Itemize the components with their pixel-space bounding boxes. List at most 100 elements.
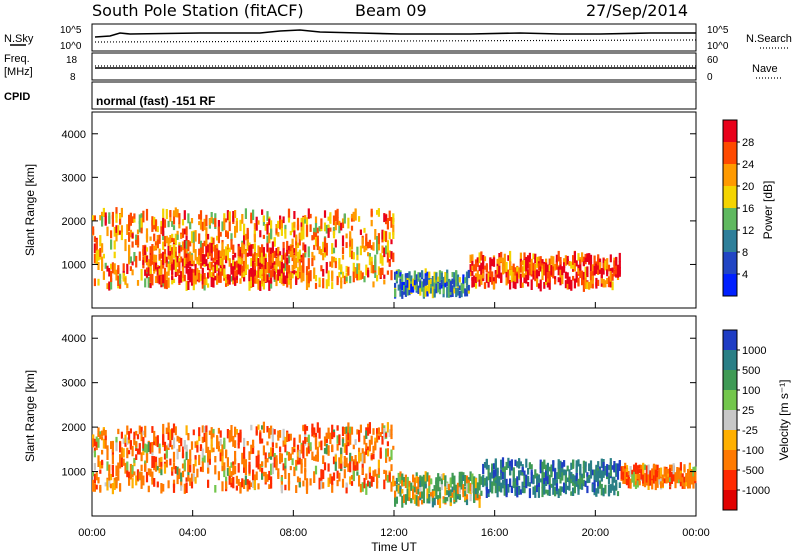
data-cell [403,480,406,487]
data-cell [207,479,210,488]
data-cell [250,258,253,267]
data-cell [527,269,530,281]
data-cell [151,426,154,433]
data-cell [162,217,165,228]
data-cell [185,240,188,249]
data-cell [525,264,528,272]
data-cell [618,261,621,269]
data-cell [174,467,177,473]
colorbar-tick-label: 28 [742,137,754,149]
data-cell [93,473,96,484]
data-cell [676,478,679,484]
data-cell [516,476,519,486]
data-cell [530,279,533,290]
data-cell [507,255,510,261]
data-cell [676,467,679,473]
data-cell [149,468,152,477]
data-cell [584,461,587,473]
data-cell [609,254,612,263]
colorbar-tick-label: 25 [742,405,754,417]
data-cell [318,226,321,232]
data-cell [331,444,334,452]
data-cell [314,275,318,282]
data-cell [433,490,436,497]
data-cell [352,252,355,260]
data-cell [97,249,100,261]
data-cell [314,232,318,237]
data-cell [505,276,508,286]
data-cell [379,432,382,437]
data-cell [370,219,373,227]
data-cell [216,438,219,449]
data-cell [527,468,530,475]
data-cell [199,262,203,269]
data-cell [552,484,555,495]
data-cell [208,251,211,257]
data-cell [607,490,611,497]
data-cell [654,469,657,482]
data-cell [95,248,98,261]
data-cell [104,435,107,441]
data-cell [588,477,591,483]
data-cell [160,253,163,259]
data-cell [149,442,152,450]
data-cell [232,264,235,273]
data-cell [153,456,156,468]
data-cell [536,482,539,493]
data-cell [332,256,336,263]
data-cell [390,449,393,460]
data-cell [688,468,691,479]
data-cell [566,485,569,490]
data-cell [424,484,427,489]
data-cell [119,483,122,492]
data-cell [239,429,242,439]
data-cell [334,261,337,269]
data-cell [528,482,531,487]
data-cell [660,481,663,489]
colorbar-swatch [723,390,737,411]
data-cell [156,226,159,233]
data-cell [376,236,379,247]
data-cell [228,247,231,253]
data-cell [151,456,154,468]
data-cell [374,441,377,451]
data-cell [401,489,404,494]
data-cell [124,277,127,284]
data-cell [634,471,638,482]
data-cell [205,441,208,453]
data-cell [437,473,440,484]
data-cell [501,467,505,472]
data-cell [383,479,386,490]
data-cell [185,477,188,482]
data-cell [156,274,159,284]
data-cell [577,264,580,271]
data-cell [489,473,492,480]
data-cell [631,470,634,475]
data-cell [595,464,598,473]
data-cell [512,263,515,272]
data-cell [392,478,395,486]
data-cell [101,436,104,441]
colorbar-tick-label: -1000 [742,485,770,497]
data-cell [138,472,141,480]
data-cell [156,481,159,488]
data-cell [199,210,203,221]
data-cell [519,461,522,466]
data-cell [586,485,589,494]
data-cell [340,277,343,283]
data-cell [153,216,156,228]
data-cell [136,448,140,455]
data-cell [548,280,551,290]
data-cell [126,283,129,289]
data-cell [293,270,296,275]
data-cell [311,251,314,258]
data-cell [372,475,375,482]
data-cell [298,234,301,246]
data-cell [386,253,389,263]
data-cell [169,210,172,218]
data-cell [246,264,249,270]
data-cell [289,278,292,289]
data-cell [273,250,276,258]
data-cell [185,245,188,256]
data-cell [541,268,544,276]
